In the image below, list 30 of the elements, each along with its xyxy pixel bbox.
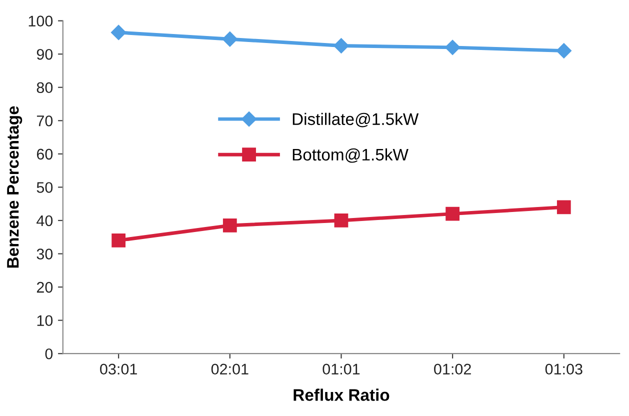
legend-label: Bottom@1.5kW <box>292 148 408 163</box>
y-tick-label: 0 <box>45 348 53 360</box>
x-tick-label: 01:01 <box>322 364 360 375</box>
y-tick-label: 100 <box>28 16 53 26</box>
point <box>556 43 572 58</box>
x-tick-label: 01:02 <box>434 364 471 375</box>
y-tick-label: 70 <box>36 116 53 126</box>
point <box>110 24 126 40</box>
point <box>222 218 237 232</box>
x-axis-title: Reflux Ratio <box>294 388 390 401</box>
point <box>444 40 460 55</box>
point <box>222 32 238 47</box>
point <box>334 214 348 228</box>
x-tick-label: 03:01 <box>100 364 137 375</box>
y-tick-label: 50 <box>36 182 53 193</box>
point <box>334 38 349 54</box>
x-tick-label: 01:03 <box>545 364 582 375</box>
y-tick-label: 60 <box>36 148 53 160</box>
y-tick-label: 80 <box>36 82 53 94</box>
point <box>446 206 460 221</box>
y-tick-label: 40 <box>36 215 53 226</box>
y-tick-label: 10 <box>37 315 53 326</box>
y-tick-label: 20 <box>36 282 53 293</box>
y-tick-label: 30 <box>36 248 53 260</box>
x-tick-label: 02:01 <box>211 364 248 375</box>
y-axis-title: Benzene Percentage <box>7 106 22 268</box>
legend-label: Distillate@1.5kW <box>292 112 419 128</box>
point <box>556 200 571 214</box>
point <box>112 234 126 248</box>
y-tick-label: 90 <box>36 48 53 60</box>
